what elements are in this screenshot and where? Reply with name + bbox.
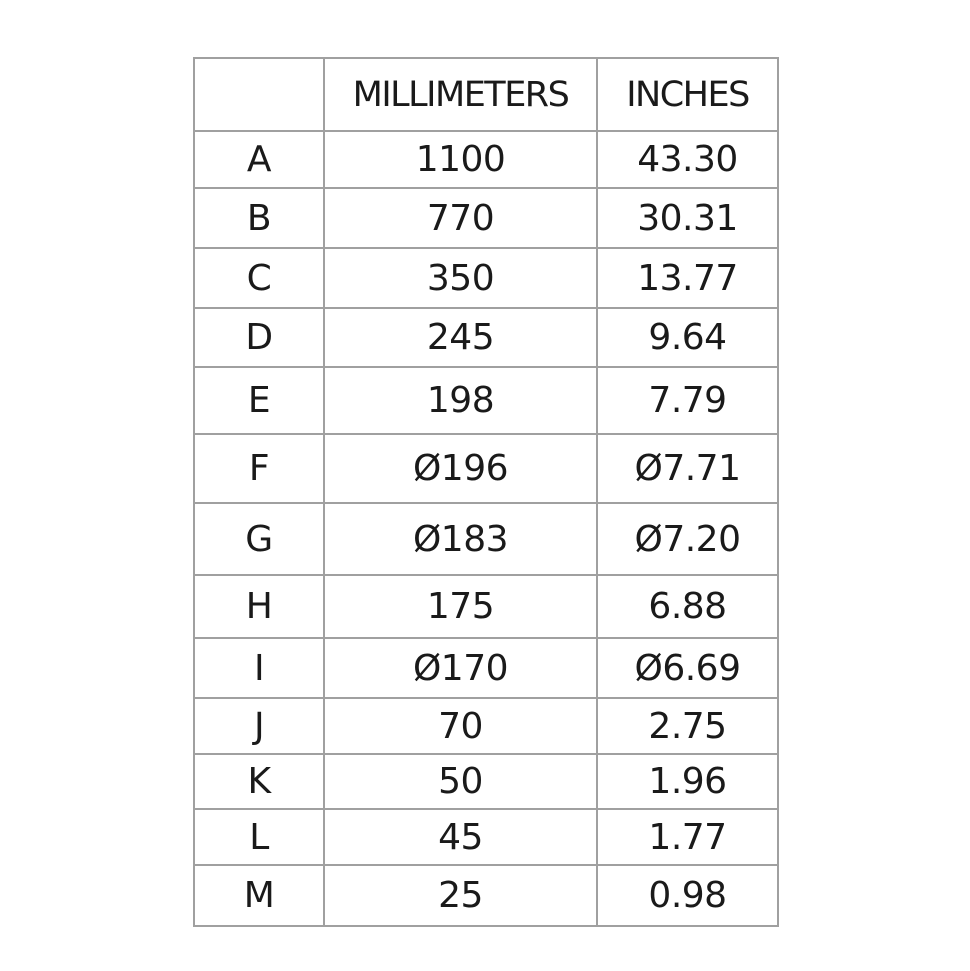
inches-cell: 2.75 <box>596 697 779 755</box>
row-label: C <box>193 247 325 309</box>
millimeters-cell: 770 <box>323 187 598 249</box>
inches-cell: Ø7.20 <box>596 502 779 576</box>
row-label: M <box>193 864 325 927</box>
row-label: K <box>193 753 325 810</box>
table-row: E 198 7.79 <box>193 366 779 435</box>
dimensions-table: MILLIMETERS INCHES A 1100 43.30 B 770 30.31 C 3… <box>193 57 779 927</box>
millimeters-cell: 175 <box>323 574 598 639</box>
inches-cell: 43.30 <box>596 130 779 189</box>
millimeters-cell: 350 <box>323 247 598 309</box>
inches-cell: 1.77 <box>596 808 779 866</box>
inches-cell: 30.31 <box>596 187 779 249</box>
header-inches: INCHES <box>596 57 779 132</box>
row-label: I <box>193 637 325 699</box>
table-row: D 245 9.64 <box>193 307 779 368</box>
table-row: G Ø183 Ø7.20 <box>193 502 779 576</box>
millimeters-cell: Ø196 <box>323 433 598 504</box>
header-millimeters: MILLIMETERS <box>323 57 598 132</box>
millimeters-cell: 198 <box>323 366 598 435</box>
row-label: G <box>193 502 325 576</box>
millimeters-cell: 1100 <box>323 130 598 189</box>
table-row: H 175 6.88 <box>193 574 779 639</box>
millimeters-cell: Ø170 <box>323 637 598 699</box>
row-label: H <box>193 574 325 639</box>
row-label: F <box>193 433 325 504</box>
millimeters-cell: 245 <box>323 307 598 368</box>
millimeters-cell: 70 <box>323 697 598 755</box>
table-row: F Ø196 Ø7.71 <box>193 433 779 504</box>
header-row: MILLIMETERS INCHES <box>193 57 779 132</box>
inches-cell: 6.88 <box>596 574 779 639</box>
table-row: C 350 13.77 <box>193 247 779 309</box>
row-label: E <box>193 366 325 435</box>
millimeters-cell: 45 <box>323 808 598 866</box>
table-body: MILLIMETERS INCHES A 1100 43.30 B 770 30.31 C 3… <box>193 57 779 927</box>
row-label: D <box>193 307 325 368</box>
row-label: A <box>193 130 325 189</box>
table-row: J 70 2.75 <box>193 697 779 755</box>
table-row: M 25 0.98 <box>193 864 779 927</box>
row-label: L <box>193 808 325 866</box>
row-label: J <box>193 697 325 755</box>
millimeters-cell: 25 <box>323 864 598 927</box>
row-label: B <box>193 187 325 249</box>
inches-cell: 7.79 <box>596 366 779 435</box>
table-row: K 50 1.96 <box>193 753 779 810</box>
inches-cell: 9.64 <box>596 307 779 368</box>
table-row: A 1100 43.30 <box>193 130 779 189</box>
table-row: B 770 30.31 <box>193 187 779 249</box>
header-label <box>193 57 325 132</box>
table-row: L 45 1.77 <box>193 808 779 866</box>
millimeters-cell: 50 <box>323 753 598 810</box>
inches-cell: 13.77 <box>596 247 779 309</box>
inches-cell: Ø6.69 <box>596 637 779 699</box>
inches-cell: Ø7.71 <box>596 433 779 504</box>
inches-cell: 0.98 <box>596 864 779 927</box>
inches-cell: 1.96 <box>596 753 779 810</box>
millimeters-cell: Ø183 <box>323 502 598 576</box>
table-row: I Ø170 Ø6.69 <box>193 637 779 699</box>
